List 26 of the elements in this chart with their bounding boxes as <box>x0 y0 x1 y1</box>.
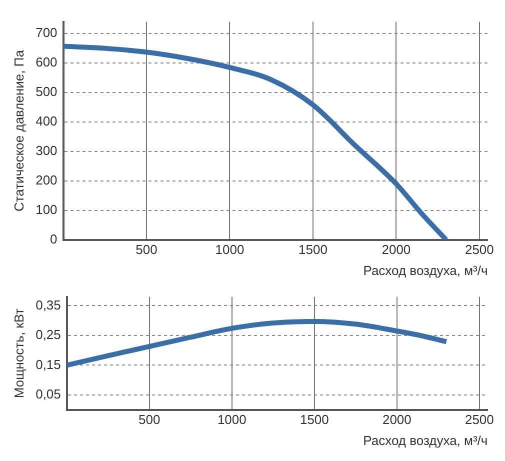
y-tick-label: 0,35 <box>36 297 61 312</box>
x-tick-label: 1500 <box>300 412 329 428</box>
y-tick-label: 700 <box>36 25 58 40</box>
y-tick-label: 0,05 <box>36 386 61 402</box>
y-tick-label: 0,15 <box>36 356 61 372</box>
y-tick-label: 600 <box>36 54 58 70</box>
y-tick-label: 0 <box>50 231 58 246</box>
x-axis-title: Расход воздуха, м³/ч <box>363 262 488 278</box>
x-tick-label: 2500 <box>464 242 494 258</box>
y-tick-label: 200 <box>36 172 58 188</box>
x-tick-label: 1500 <box>298 242 328 258</box>
x-tick-label: 1000 <box>217 412 246 428</box>
y-tick-label: 400 <box>36 114 58 129</box>
x-tick-label: 2500 <box>464 412 494 428</box>
x-axis-title: Расход воздуха, м³/ч <box>363 432 488 448</box>
y-tick-label: 100 <box>36 202 58 217</box>
x-tick-label: 500 <box>138 412 160 428</box>
y-axis-title: Статическое давление, Па <box>11 49 26 212</box>
x-tick-label: 2000 <box>382 242 411 258</box>
x-tick-label: 1000 <box>215 242 244 258</box>
y-axis-title: Мощность, кВт <box>11 308 26 398</box>
x-tick-label: 500 <box>136 242 158 258</box>
y-tick-label: 0,25 <box>36 327 61 342</box>
x-tick-label: 2000 <box>382 412 412 428</box>
y-tick-label: 300 <box>36 143 58 158</box>
y-tick-label: 500 <box>36 84 58 100</box>
